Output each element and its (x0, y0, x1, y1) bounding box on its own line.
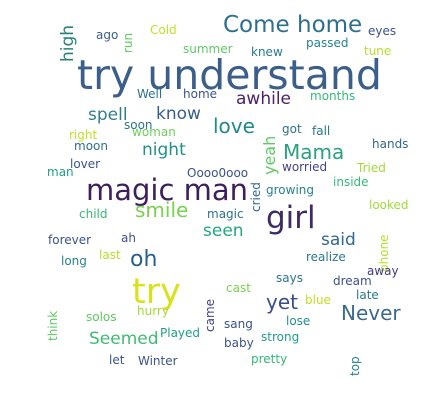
word-home: home (183, 87, 218, 101)
word-lose: lose (286, 314, 311, 328)
word-soon: soon (124, 118, 153, 132)
word-tried: Tried (357, 161, 386, 175)
word-late: late (356, 288, 379, 302)
word-sang: sang (224, 317, 253, 331)
word-fall: fall (312, 124, 331, 138)
word-inside: inside (333, 175, 369, 189)
word-high: high (58, 24, 78, 62)
word-looked: looked (369, 198, 409, 212)
word-away: away (367, 264, 399, 278)
word-knew: knew (251, 45, 283, 59)
word-cold: Cold (150, 23, 177, 37)
word-ah: ah (121, 231, 136, 245)
word-come-home: Come home (223, 12, 363, 38)
word-lover: lover (70, 157, 101, 171)
word-mama: Mama (283, 140, 345, 164)
word-worried: worried (282, 160, 328, 174)
word-cried: cried (249, 182, 263, 212)
word-top: top (348, 356, 362, 376)
word-try: try (132, 272, 181, 312)
word-awhile: awhile (236, 89, 292, 109)
word-last: last (99, 248, 121, 262)
word-oooooooo: Oooo0ooo (187, 166, 249, 180)
word-child: child (79, 207, 108, 221)
word-try-understand: try understand (77, 51, 382, 99)
word-magic-man: magic man (86, 173, 249, 207)
word-strong: strong (261, 330, 300, 344)
word-tune: tune (364, 44, 392, 58)
word-moon: moon (74, 139, 108, 153)
word-says: says (276, 271, 303, 285)
word-let: let (109, 353, 125, 367)
word-summer: summer (183, 42, 233, 56)
word-realize: realize (306, 250, 346, 264)
word-know: know (156, 104, 201, 124)
word-growing: growing (266, 183, 314, 197)
word-long: long (61, 254, 87, 268)
word-hurry: hurry (137, 304, 169, 318)
word-hands: hands (372, 137, 409, 151)
word-spell: spell (88, 105, 128, 125)
word-months: months (310, 89, 356, 103)
word-never: Never (341, 301, 401, 325)
word-pretty: pretty (251, 352, 288, 366)
word-got: got (282, 122, 302, 136)
word-cast: cast (226, 281, 251, 295)
word-run: run (121, 32, 135, 53)
word-played: Played (160, 326, 201, 340)
word-seemed: Seemed (89, 329, 159, 349)
word-yeah: yeah (260, 135, 279, 175)
word-right: right (69, 128, 98, 142)
word-forever: forever (48, 233, 92, 247)
word-seen: seen (203, 221, 244, 241)
word-dream: dream (333, 274, 372, 288)
word-passed: passed (306, 36, 349, 50)
word-night: night (142, 140, 186, 160)
word-blue: blue (305, 293, 331, 307)
word-winter: Winter (138, 354, 178, 368)
word-smile: smile (135, 198, 189, 222)
word-man: man (47, 165, 74, 179)
word-solos: solos (86, 310, 117, 324)
word-eyes: eyes (368, 24, 397, 38)
word-came: came (203, 298, 217, 332)
word-yet: yet (266, 290, 298, 314)
word-said: said (321, 230, 356, 250)
word-ago: ago (96, 28, 119, 42)
word-well: Well (137, 87, 163, 101)
word-girl: girl (266, 200, 316, 236)
word-woman: woman (132, 125, 176, 139)
word-oh: oh (130, 247, 158, 272)
word-magic: magic (207, 207, 244, 221)
word-think: think (46, 310, 60, 341)
word-baby: baby (224, 336, 254, 350)
word-love: love (213, 114, 255, 138)
